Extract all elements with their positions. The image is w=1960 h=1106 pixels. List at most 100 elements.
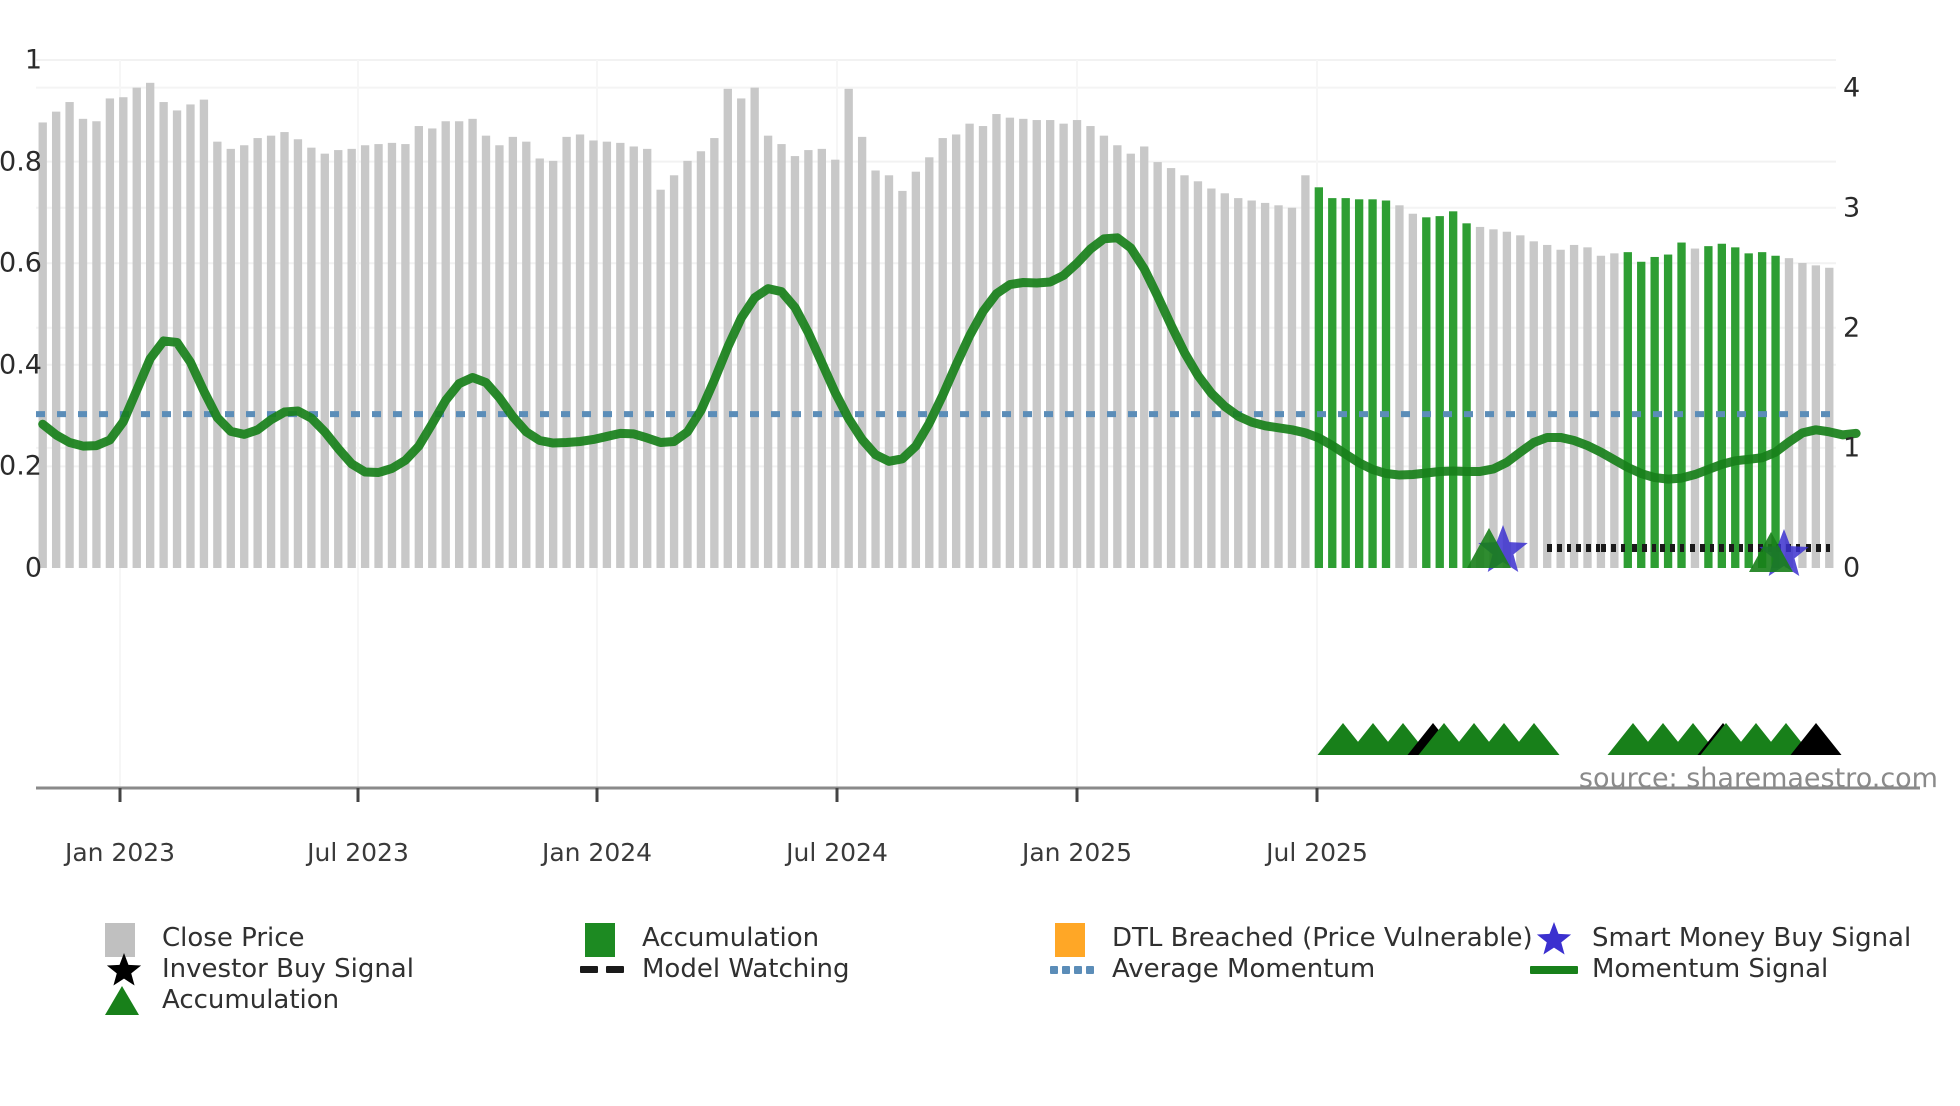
chart-legend: Close Price Accumulation DTL Breached (Pri… bbox=[0, 918, 1960, 1058]
y-axis-left-tick-label: 1 bbox=[24, 44, 42, 76]
close-price-bar bbox=[414, 126, 423, 569]
close-price-bar bbox=[737, 98, 746, 569]
close-price-bar bbox=[562, 136, 571, 569]
close-price-bar bbox=[1032, 120, 1041, 569]
close-price-bar bbox=[535, 158, 544, 569]
legend-item-dtl-breached-price-vulnerable[interactable]: DTL Breached (Price Vulnerable) bbox=[1050, 918, 1533, 957]
accumulation-bar bbox=[1381, 200, 1391, 568]
close-price-bar bbox=[1784, 258, 1794, 568]
legend-item-label: Close Price bbox=[162, 922, 305, 953]
close-price-bar bbox=[1207, 188, 1216, 568]
legend-row: Accumulation bbox=[0, 980, 1960, 1019]
close-price-bar bbox=[38, 122, 47, 568]
close-price-bar bbox=[1569, 244, 1579, 568]
close-price-bar bbox=[213, 141, 222, 568]
close-price-bar bbox=[1395, 205, 1404, 568]
close-price-bar bbox=[508, 136, 518, 569]
legend-item-label: Accumulation bbox=[162, 984, 340, 1015]
legend-item-average-momentum[interactable]: Average Momentum bbox=[1050, 949, 1375, 988]
close-price-bar bbox=[938, 138, 947, 568]
legend-item-investor-buy-signal[interactable]: Investor Buy Signal bbox=[100, 949, 414, 988]
accumulation-bar bbox=[1368, 199, 1377, 568]
close-price-bar bbox=[441, 121, 450, 568]
smart-money-buy-signals bbox=[1478, 525, 1809, 577]
close-price-bar bbox=[1475, 226, 1485, 568]
close-price-bar bbox=[1489, 229, 1498, 568]
momentum-signal-line bbox=[38, 233, 1861, 484]
close-price-bar bbox=[1099, 135, 1109, 568]
x-axis-tick-label: Jul 2025 bbox=[1266, 838, 1368, 867]
close-price-bar bbox=[1113, 145, 1122, 568]
accumulation-bar bbox=[1354, 199, 1364, 568]
close-price-bar bbox=[884, 175, 894, 569]
close-price-bar bbox=[240, 145, 249, 568]
close-price-bar bbox=[992, 114, 1001, 568]
triangle-glyph bbox=[105, 985, 139, 1015]
accumulation-bar bbox=[1731, 247, 1740, 568]
legend-row: Investor Buy Signal Model Watching Average… bbox=[0, 949, 1960, 988]
close-price-bar bbox=[1247, 200, 1256, 568]
legend-item-model-watching[interactable]: Model Watching bbox=[580, 949, 849, 988]
star-icon bbox=[100, 952, 144, 986]
close-price-bar bbox=[723, 88, 732, 568]
accumulation-bar bbox=[1771, 255, 1780, 568]
y-axis-left-tick-label: 0 bbox=[24, 552, 42, 584]
close-price-bar bbox=[428, 128, 437, 568]
legend-item-accumulation[interactable]: Accumulation bbox=[580, 918, 819, 957]
y-axis-right-tick-label: 2 bbox=[1843, 312, 1861, 344]
close-price-bar bbox=[199, 99, 209, 568]
close-price-bar bbox=[1502, 231, 1512, 569]
swatch bbox=[105, 922, 135, 957]
close-price-bar bbox=[1220, 193, 1229, 569]
close-price-bar bbox=[763, 135, 773, 568]
close-price-bar bbox=[481, 135, 491, 568]
close-price-bar bbox=[454, 121, 464, 568]
close-price-bar bbox=[575, 134, 585, 568]
legend-row: Close Price Accumulation DTL Breached (Pri… bbox=[0, 918, 1960, 957]
y-axis-right-tick-label: 0 bbox=[1843, 552, 1861, 584]
close-price-bar bbox=[683, 160, 692, 568]
close-price-bar bbox=[669, 175, 679, 569]
close-price-bar bbox=[616, 142, 625, 568]
close-price-bar bbox=[1287, 207, 1297, 568]
close-price-bar bbox=[925, 157, 934, 568]
close-price-bar bbox=[804, 150, 813, 568]
legend-item-smart-money-buy-signal[interactable]: Smart Money Buy Signal bbox=[1530, 918, 1911, 957]
close-price-bar bbox=[871, 170, 880, 569]
solid-line-icon bbox=[1530, 952, 1578, 986]
close-price-bar bbox=[589, 140, 598, 568]
legend-item-accumulation[interactable]: Accumulation bbox=[100, 980, 339, 1019]
close-price-bar bbox=[1583, 247, 1592, 568]
accumulation-bar bbox=[1623, 252, 1632, 568]
legend-item-label: Model Watching bbox=[642, 953, 850, 984]
legend-item-label: DTL Breached (Price Vulnerable) bbox=[1112, 922, 1533, 953]
square-swatch-icon bbox=[100, 921, 144, 957]
close-price-bar bbox=[1301, 175, 1310, 569]
close-price-bar bbox=[347, 148, 356, 568]
close-price-bar bbox=[1811, 265, 1821, 568]
accumulation-bar bbox=[1314, 187, 1323, 569]
accumulation-bar bbox=[1757, 252, 1767, 568]
close-price-bar bbox=[1596, 255, 1606, 568]
y-axis-left-tick-label: 0.2 bbox=[0, 450, 42, 482]
source-attribution: source: sharemaestro.com bbox=[1578, 763, 1938, 794]
close-price-bar bbox=[978, 126, 988, 569]
dashed-line-icon bbox=[580, 952, 624, 986]
close-price-bar bbox=[1408, 213, 1418, 568]
legend-item-momentum-signal[interactable]: Momentum Signal bbox=[1530, 949, 1828, 988]
close-price-bar bbox=[898, 190, 907, 568]
accumulation-bar bbox=[1422, 217, 1431, 568]
y-axis-right-tick-label: 4 bbox=[1843, 72, 1861, 104]
accumulation-bar bbox=[1717, 243, 1726, 569]
close-price-bar bbox=[911, 171, 921, 568]
close-price-bar bbox=[495, 145, 504, 568]
accumulation-bar bbox=[1435, 216, 1444, 568]
close-price-bar bbox=[253, 138, 262, 568]
y-axis-right-tick-label: 1 bbox=[1843, 432, 1861, 464]
close-price-bar bbox=[1005, 117, 1015, 569]
accumulation-bar bbox=[1704, 246, 1713, 568]
legend-item-close-price[interactable]: Close Price bbox=[100, 918, 305, 957]
close-price-bar bbox=[387, 142, 397, 568]
accumulation-bar bbox=[1637, 261, 1646, 568]
